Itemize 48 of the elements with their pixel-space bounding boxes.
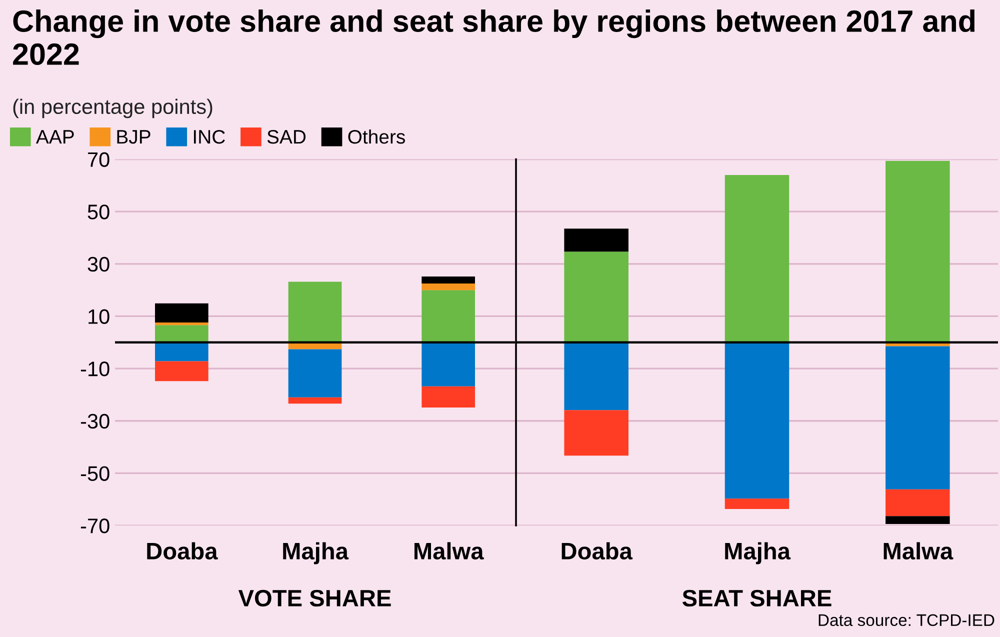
x-tick-label: Doaba (147, 542, 218, 560)
legend-label: INC (194, 130, 225, 144)
bar (422, 284, 475, 290)
y-tick-label: 30 (88, 256, 110, 272)
legend-label: BJP (117, 130, 150, 144)
chart-subtitle: (in percentage points) (13, 98, 212, 118)
bar (422, 386, 475, 408)
y-tick-label: -50 (80, 466, 110, 481)
chart-title: Change in vote share and seat share by regions between 2017 and 2022 (13, 10, 975, 66)
bar (422, 342, 475, 386)
bar (422, 290, 475, 342)
legend-label: Others (348, 129, 405, 144)
bar (564, 252, 628, 342)
bar (288, 397, 342, 404)
bar (564, 228, 628, 252)
legend-label: SAD (267, 130, 306, 144)
bar (564, 410, 628, 456)
bar (724, 498, 790, 510)
x-tick-label: Doaba (562, 542, 633, 560)
bar (724, 342, 790, 499)
bar (155, 303, 208, 323)
y-tick-label: -10 (80, 362, 110, 376)
x-tick-label: Malwa (884, 542, 954, 560)
bar (886, 346, 950, 490)
x-tick-label: Majha (725, 542, 791, 564)
y-tick-label: -70 (80, 518, 110, 534)
bar (564, 342, 628, 410)
bar (288, 282, 342, 342)
bar (155, 342, 208, 362)
bar (886, 516, 950, 524)
x-tick-label: Majha (283, 542, 349, 564)
bar (724, 174, 790, 342)
bar (155, 322, 208, 326)
y-tick-label: 10 (88, 309, 110, 324)
y-tick-label: 50 (88, 204, 110, 220)
x-axis-title: VOTE SHARE (238, 590, 391, 607)
bar (155, 325, 208, 342)
bar (155, 361, 208, 382)
source-note: Data source: TCPD-IED (818, 614, 994, 626)
bar (886, 489, 950, 516)
y-tick-label: -30 (80, 414, 110, 429)
bar (422, 276, 475, 284)
legend-label: AAP (36, 130, 74, 144)
bar (886, 160, 950, 342)
bar (288, 349, 342, 398)
x-axis-title: SEAT SHARE (682, 590, 832, 607)
y-tick-label: 70 (88, 152, 110, 168)
x-tick-label: Malwa (414, 542, 484, 560)
